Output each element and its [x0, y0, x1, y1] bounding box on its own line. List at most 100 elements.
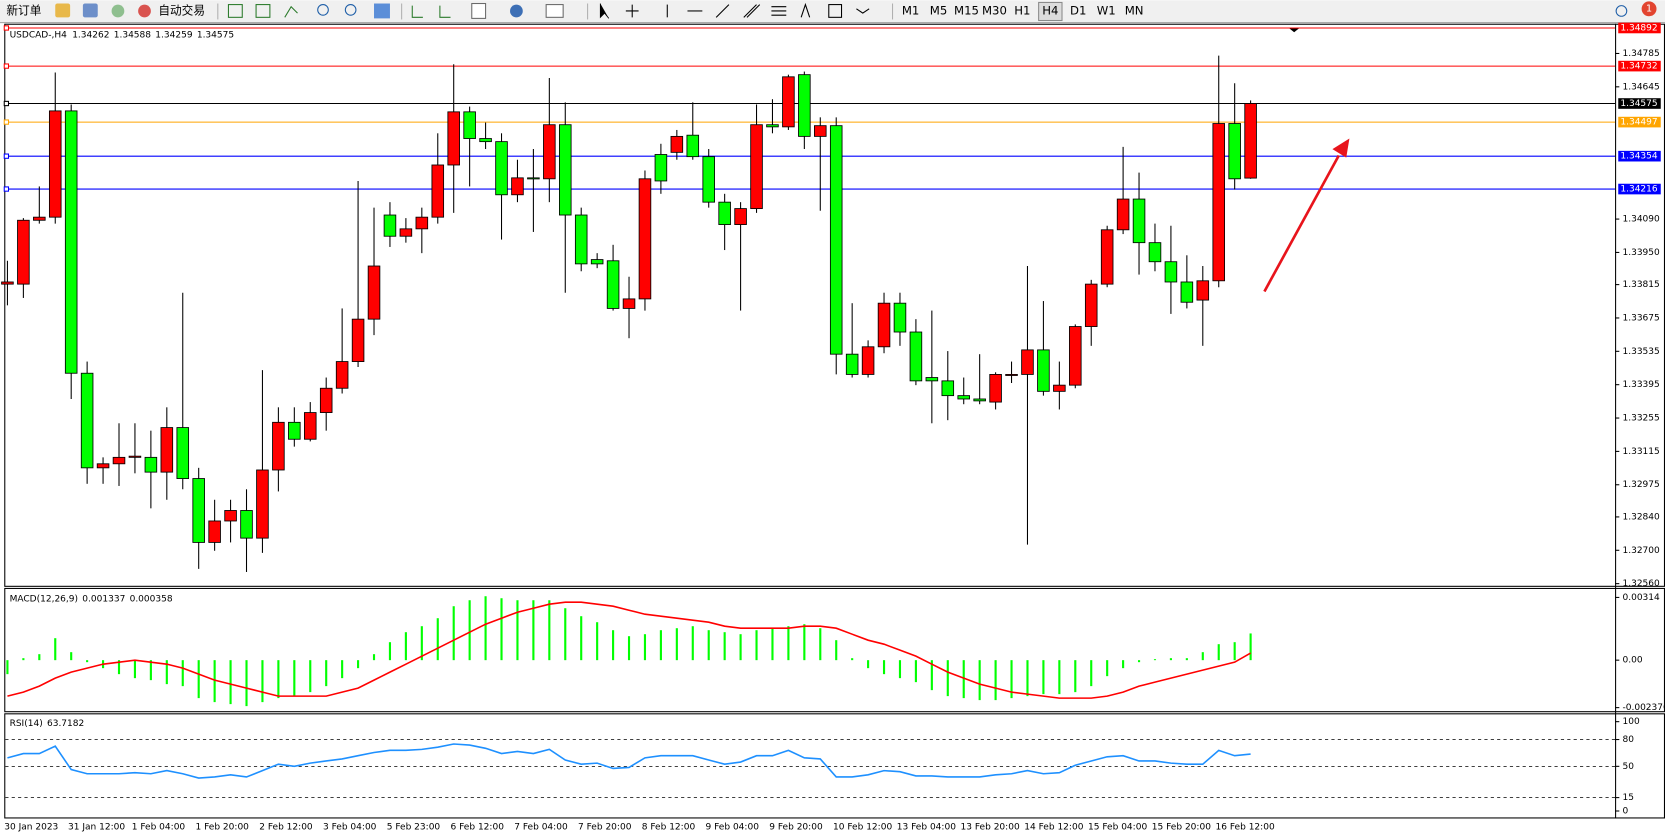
label-tool[interactable] — [828, 4, 843, 18]
annotation-arrow — [1263, 154, 1340, 293]
crosshair-tool[interactable] — [625, 4, 639, 18]
candle-body — [319, 387, 333, 413]
timeframe-button[interactable]: M30 — [982, 3, 1007, 17]
indicators[interactable] — [471, 2, 487, 19]
candle-body — [734, 208, 747, 225]
candle-body — [335, 361, 349, 389]
icon[interactable] — [255, 4, 271, 18]
x-tick-label: 10 Feb 12:00 — [833, 822, 892, 832]
x-tick-label: 6 Feb 12:00 — [451, 822, 505, 832]
line-handle — [3, 100, 10, 107]
macd-bar — [867, 660, 870, 669]
candle-body — [463, 111, 476, 139]
icon[interactable] — [55, 3, 71, 18]
candle-body — [144, 456, 158, 473]
macd-bar — [580, 616, 583, 661]
macd-bar — [452, 606, 455, 661]
price-label: 1.34575 — [1620, 99, 1657, 109]
y-tick-label: 1.33255 — [1622, 414, 1659, 424]
macd-bar — [787, 626, 790, 661]
y-tick-label: 1.32840 — [1622, 512, 1660, 522]
y-tick-label: 1.32560 — [1622, 579, 1660, 589]
price-label-box — [1618, 60, 1661, 72]
y-tick-label: 50 — [1622, 762, 1634, 772]
macd-bar — [532, 600, 535, 661]
macd-bar — [612, 630, 615, 661]
macd-bar — [372, 654, 376, 661]
channel-tool[interactable] — [743, 4, 761, 18]
candle-body — [224, 510, 237, 522]
icon[interactable] — [439, 5, 451, 18]
toolbar-bg — [0, 0, 1665, 23]
macd-bar — [117, 660, 121, 675]
fibo-tool[interactable] — [771, 6, 787, 16]
macd-bar — [500, 598, 503, 661]
trendline-tool[interactable] — [715, 4, 730, 18]
macd-bar — [181, 660, 184, 687]
candle-body — [574, 214, 588, 265]
zoom-out[interactable] — [344, 4, 357, 16]
chart-layer: 1.34785 1.34645 1.34090 1.33950 1.33815 1.336… — [1, 22, 1665, 832]
macd-bar — [994, 660, 997, 701]
macd-bar — [1074, 660, 1077, 693]
new-order-button[interactable]: 新订单 — [6, 3, 41, 17]
candle-body — [383, 214, 397, 237]
templates[interactable] — [545, 4, 564, 18]
candle-body — [1148, 242, 1162, 263]
text-tool[interactable] — [800, 2, 811, 18]
notification-badge[interactable] — [1641, 1, 1657, 17]
icon[interactable] — [284, 5, 298, 18]
timeframe-button[interactable]: M15 — [954, 3, 979, 17]
candle-body — [192, 478, 205, 543]
search[interactable] — [1615, 5, 1628, 17]
macd-bar — [165, 660, 168, 685]
auto-trading-button[interactable]: 自动交易 — [158, 3, 205, 17]
candle-body — [925, 377, 939, 382]
macd-bar — [229, 660, 232, 705]
macd-bar — [325, 660, 328, 687]
timeframe-button[interactable]: M1 — [902, 3, 920, 17]
candle-body — [367, 265, 381, 320]
timeframe-button[interactable]: W1 — [1097, 3, 1116, 17]
macd-header: MACD(12,26,9) 0.001337 0.000358 — [10, 594, 173, 604]
y-tick-label: 1.32975 — [1622, 480, 1659, 490]
cursor-tool[interactable] — [599, 3, 610, 19]
macd-bar — [707, 630, 710, 661]
candle-body — [208, 520, 221, 543]
candle-body — [782, 76, 795, 128]
y-tick-label: 80 — [1622, 735, 1634, 745]
macd-bar — [1201, 652, 1204, 661]
auto-trading-icon[interactable] — [138, 4, 151, 18]
candle-body — [1069, 326, 1082, 386]
timeframe-button[interactable]: D1 — [1070, 3, 1086, 17]
y-tick-label: 1.33815 — [1622, 280, 1659, 290]
candle-body — [606, 260, 620, 309]
timeframe-button[interactable]: H1 — [1014, 3, 1030, 17]
periods[interactable] — [510, 4, 523, 18]
shapes-tool[interactable] — [856, 8, 870, 14]
x-tick-label: 7 Feb 20:00 — [578, 822, 632, 832]
candle-body — [17, 219, 30, 285]
candle-body — [1244, 103, 1257, 179]
candle-body — [96, 463, 110, 469]
zoom-in[interactable] — [317, 4, 329, 16]
macd-bar — [484, 596, 487, 661]
timeframe-button[interactable]: H4 — [1042, 3, 1058, 17]
icon[interactable] — [411, 5, 423, 18]
timeframe-button[interactable]: M5 — [930, 3, 948, 17]
macd-bar — [1153, 659, 1157, 661]
symbol: USDCAD-,H4 — [10, 30, 68, 40]
macd-bar — [659, 630, 662, 661]
icon[interactable] — [82, 3, 98, 18]
icon[interactable] — [111, 4, 125, 18]
candle-body — [909, 331, 923, 382]
candle-body — [559, 124, 572, 216]
candle-body — [814, 125, 827, 137]
candle-body — [989, 374, 1002, 403]
icon[interactable] — [227, 4, 243, 18]
icon[interactable] — [374, 3, 390, 19]
candle-body — [479, 138, 492, 143]
timeframe-button[interactable]: MN — [1125, 3, 1144, 17]
x-tick-label: 16 Feb 12:00 — [1216, 822, 1275, 832]
